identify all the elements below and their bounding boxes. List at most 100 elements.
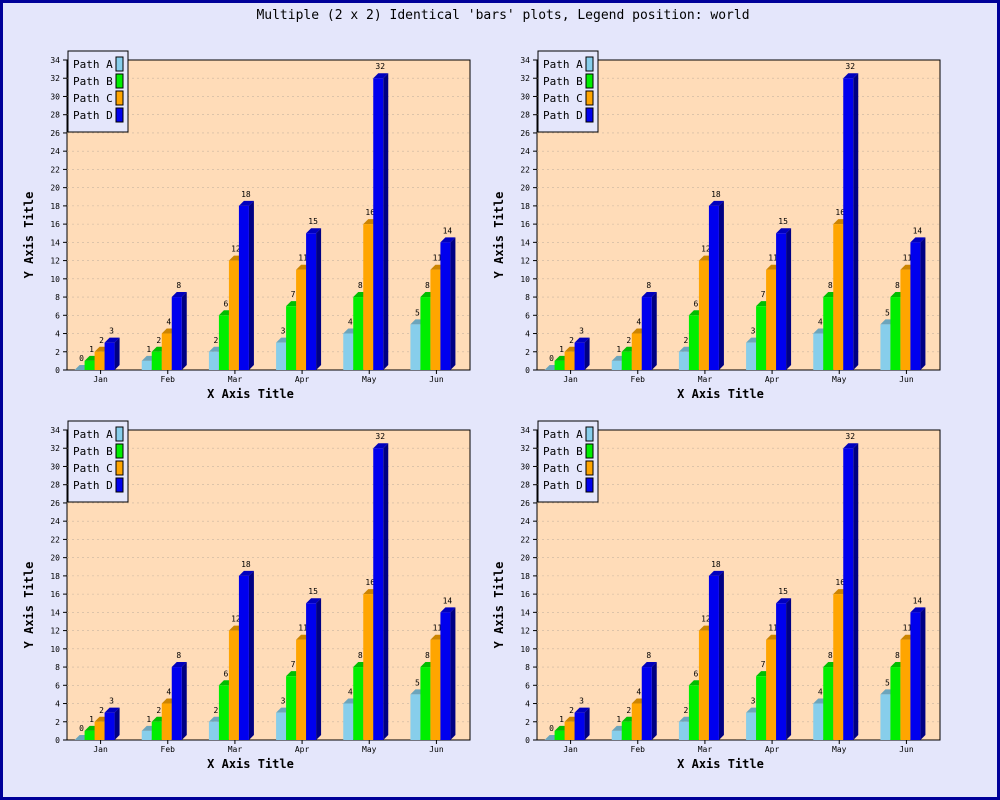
data-label: 7 bbox=[761, 660, 766, 669]
bar-top bbox=[306, 598, 322, 604]
x-tick-label: Jun bbox=[899, 745, 914, 754]
bar-top bbox=[238, 200, 254, 206]
data-label: 12 bbox=[701, 615, 711, 624]
data-label: 15 bbox=[778, 217, 788, 226]
bar bbox=[621, 351, 632, 370]
bar bbox=[890, 667, 901, 740]
data-label: 2 bbox=[684, 336, 689, 345]
bar-side bbox=[718, 200, 724, 370]
data-label: 1 bbox=[559, 345, 564, 354]
bar bbox=[631, 703, 642, 740]
data-label: 16 bbox=[365, 578, 375, 587]
y-tick-label: 30 bbox=[50, 92, 60, 101]
bar-top bbox=[171, 292, 187, 298]
x-axis-title: X Axis Title bbox=[207, 757, 294, 771]
y-tick-label: 14 bbox=[520, 608, 530, 617]
data-label: 14 bbox=[443, 596, 453, 605]
x-axis-title: X Axis Title bbox=[677, 757, 764, 771]
data-label: 1 bbox=[146, 345, 151, 354]
bar-side bbox=[316, 598, 322, 740]
bar-top bbox=[104, 707, 120, 713]
x-tick-label: Jan bbox=[563, 375, 578, 384]
bar-top bbox=[373, 73, 389, 79]
x-tick-label: May bbox=[832, 745, 847, 754]
data-label: 3 bbox=[281, 697, 286, 706]
bar bbox=[430, 639, 441, 740]
x-tick-label: Feb bbox=[631, 375, 646, 384]
data-label: 16 bbox=[365, 208, 375, 217]
data-label: 11 bbox=[768, 254, 778, 263]
data-label: 15 bbox=[308, 217, 318, 226]
bar bbox=[410, 324, 421, 370]
y-tick-label: 14 bbox=[50, 608, 60, 617]
data-label: 4 bbox=[166, 688, 171, 697]
bar bbox=[430, 269, 441, 370]
bar-side bbox=[718, 570, 724, 740]
data-label: 32 bbox=[375, 432, 385, 441]
data-label: 11 bbox=[433, 624, 443, 633]
x-tick-label: Mar bbox=[698, 375, 713, 384]
y-tick-label: 2 bbox=[525, 718, 530, 727]
y-tick-label: 16 bbox=[50, 590, 60, 599]
legend-label: Path C bbox=[73, 462, 113, 475]
legend-swatch bbox=[115, 460, 124, 476]
data-label: 8 bbox=[358, 281, 363, 290]
data-label: 2 bbox=[626, 706, 631, 715]
bar-side bbox=[786, 228, 792, 370]
bar-side bbox=[181, 292, 187, 370]
bar bbox=[554, 730, 565, 740]
bar bbox=[900, 269, 911, 370]
data-label: 4 bbox=[636, 688, 641, 697]
y-tick-label: 24 bbox=[50, 147, 60, 156]
x-tick-label: May bbox=[362, 375, 377, 384]
y-tick-label: 10 bbox=[520, 275, 530, 284]
bar bbox=[843, 78, 854, 370]
bar-side bbox=[450, 607, 456, 740]
bar-side bbox=[651, 292, 657, 370]
bar bbox=[104, 342, 115, 370]
chart-panel-2: 0246810121416182022242628303234Jan0123Fe… bbox=[492, 50, 941, 401]
bar-top bbox=[440, 237, 456, 243]
bar-side bbox=[584, 707, 590, 740]
y-tick-label: 34 bbox=[50, 426, 60, 435]
bar bbox=[756, 676, 767, 740]
y-tick-label: 4 bbox=[525, 700, 530, 709]
bar-top bbox=[373, 443, 389, 449]
data-label: 0 bbox=[549, 724, 554, 733]
x-tick-label: Jan bbox=[563, 745, 578, 754]
y-tick-label: 32 bbox=[520, 444, 530, 453]
x-tick-label: Feb bbox=[631, 745, 646, 754]
charts-canvas: 0246810121416182022242628303234Jan0123Fe… bbox=[22, 50, 941, 771]
legend-label: Path A bbox=[73, 58, 113, 71]
y-tick-label: 2 bbox=[55, 348, 60, 357]
bar bbox=[218, 315, 229, 370]
bar bbox=[766, 269, 777, 370]
bar bbox=[880, 324, 891, 370]
chart-panel-3: 0246810121416182022242628303234Jan0123Fe… bbox=[22, 420, 471, 771]
bar-side bbox=[383, 443, 389, 740]
y-tick-label: 30 bbox=[520, 462, 530, 471]
y-tick-label: 12 bbox=[50, 627, 60, 636]
legend-label: Path C bbox=[543, 462, 583, 475]
y-axis-title: Y Axis Title bbox=[22, 192, 36, 279]
data-label: 12 bbox=[231, 615, 241, 624]
legend-label: Path B bbox=[543, 445, 583, 458]
y-tick-label: 0 bbox=[525, 736, 530, 745]
bar bbox=[843, 448, 854, 740]
bar bbox=[410, 694, 421, 740]
y-tick-label: 26 bbox=[520, 129, 530, 138]
bar bbox=[238, 575, 249, 740]
legend-swatch bbox=[115, 90, 124, 106]
data-label: 4 bbox=[348, 688, 353, 697]
data-label: 18 bbox=[711, 190, 721, 199]
y-tick-label: 4 bbox=[525, 330, 530, 339]
x-tick-label: May bbox=[362, 745, 377, 754]
y-tick-label: 20 bbox=[520, 554, 530, 563]
bar bbox=[631, 333, 642, 370]
legend-label: Path D bbox=[543, 479, 583, 492]
bar bbox=[746, 342, 757, 370]
data-label: 3 bbox=[751, 697, 756, 706]
legend-label: Path D bbox=[73, 109, 113, 122]
bar bbox=[94, 721, 105, 740]
bar bbox=[756, 306, 767, 370]
